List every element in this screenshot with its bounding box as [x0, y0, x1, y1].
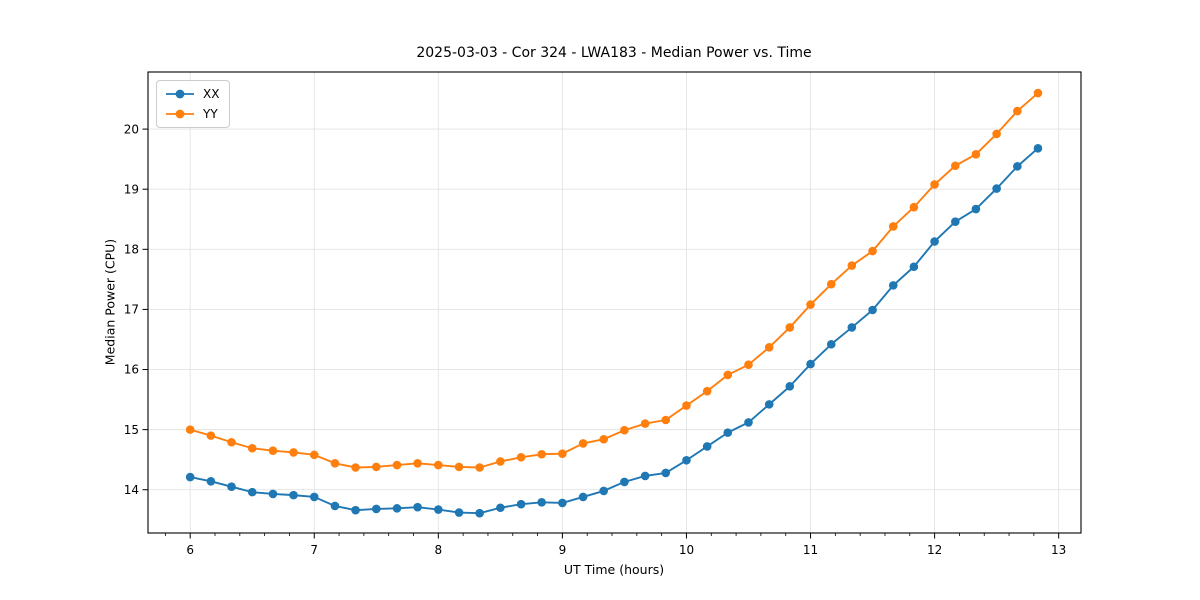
svg-text:19: 19: [124, 182, 139, 196]
series-yy: [185, 88, 1043, 472]
xx-line-marker-icon: [165, 88, 195, 100]
svg-text:16: 16: [124, 363, 139, 377]
y-axis-label: Median Power (CPU): [102, 238, 118, 366]
svg-text:13: 13: [1051, 543, 1066, 557]
series-xx: [185, 144, 1043, 518]
svg-text:6: 6: [186, 543, 194, 557]
svg-text:8: 8: [434, 543, 442, 557]
y-tick-labels: 14 15 16 17 18 19 20: [124, 122, 139, 497]
svg-text:20: 20: [124, 122, 139, 136]
x-tick-labels: 6 7 8 9 10 11 12 13: [186, 543, 1066, 557]
legend-entry-xx: XX: [165, 85, 219, 103]
series-yy-line: [189, 92, 1039, 469]
x-axis-ticks: [189, 533, 1060, 539]
svg-text:11: 11: [803, 543, 818, 557]
x-axis-label: UT Time (hours): [563, 562, 665, 577]
yy-line-marker-icon: [165, 108, 195, 120]
svg-text:9: 9: [559, 543, 567, 557]
series-xx-line: [189, 147, 1039, 515]
svg-text:17: 17: [124, 303, 139, 317]
svg-text:10: 10: [679, 543, 694, 557]
legend-label-yy: YY: [203, 107, 218, 121]
gridlines: [148, 72, 1081, 533]
svg-text:18: 18: [124, 243, 139, 257]
plot-frame: [147, 71, 1082, 534]
svg-text:15: 15: [124, 423, 139, 437]
legend-label-xx: XX: [203, 87, 220, 101]
svg-text:14: 14: [124, 483, 139, 497]
legend: XX YY: [156, 80, 231, 128]
svg-text:12: 12: [927, 543, 942, 557]
y-axis-ticks: [142, 128, 148, 491]
legend-entry-yy: YY: [165, 105, 219, 123]
chart-title: 2025-03-03 - Cor 324 - LWA183 - Median P…: [416, 45, 812, 61]
svg-text:7: 7: [310, 543, 318, 557]
